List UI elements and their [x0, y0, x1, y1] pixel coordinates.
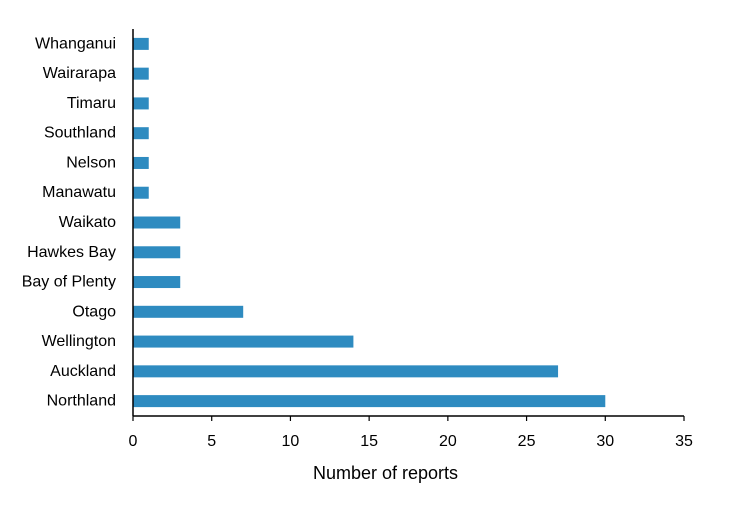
x-tick-label-0: 0 — [129, 433, 138, 450]
category-label-timaru: Timaru — [67, 95, 116, 112]
bar-otago — [133, 305, 244, 318]
bar-auckland — [133, 365, 559, 378]
category-label-bay-of-plenty: Bay of Plenty — [22, 274, 116, 291]
category-label-hawkes-bay: Hawkes Bay — [27, 244, 116, 261]
bar-southland — [133, 127, 149, 140]
x-tick-label-15: 15 — [360, 433, 378, 450]
bar-wairarapa — [133, 67, 149, 80]
bar-bay-of-plenty — [133, 276, 181, 289]
bar-hawkes-bay — [133, 246, 181, 259]
category-labels: Whanganui Wairarapa Timaru Southland Nelson M… — [22, 35, 116, 409]
bar-wellington — [133, 335, 354, 348]
x-tick-label-20: 20 — [439, 433, 457, 450]
bar-timaru — [133, 97, 149, 110]
category-label-northland: Northland — [47, 393, 116, 410]
bar-series — [133, 37, 606, 408]
category-label-waikato: Waikato — [59, 214, 116, 231]
x-tick-label-10: 10 — [282, 433, 300, 450]
category-label-wairarapa: Wairarapa — [43, 65, 116, 82]
category-label-wellington: Wellington — [42, 333, 116, 350]
bar-manawatu — [133, 186, 149, 199]
category-label-otago: Otago — [72, 303, 116, 320]
bar-waikato — [133, 216, 181, 229]
x-tick-label-25: 25 — [518, 433, 536, 450]
bar-whanganui — [133, 37, 149, 50]
bar-northland — [133, 395, 606, 408]
x-tick-label-5: 5 — [207, 433, 216, 450]
category-label-nelson: Nelson — [66, 154, 116, 171]
x-axis-ticks: 0 5 10 15 20 25 30 35 — [129, 416, 693, 450]
category-label-auckland: Auckland — [50, 363, 116, 380]
category-label-southland: Southland — [44, 125, 116, 142]
category-label-manawatu: Manawatu — [42, 184, 116, 201]
x-axis-title: Number of reports — [313, 463, 458, 483]
bar-nelson — [133, 156, 149, 169]
x-tick-label-30: 30 — [596, 433, 614, 450]
category-label-whanganui: Whanganui — [35, 35, 116, 52]
x-tick-label-35: 35 — [675, 433, 693, 450]
